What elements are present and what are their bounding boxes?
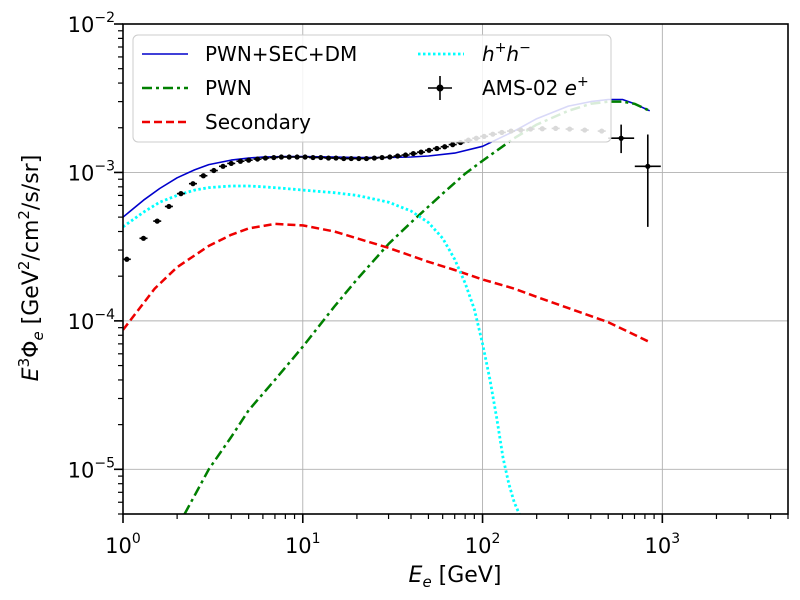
data-point	[450, 142, 456, 148]
data-point	[190, 181, 196, 187]
series-layer	[123, 98, 651, 514]
y-tick-label: 10−2	[68, 10, 115, 37]
data-point	[278, 154, 284, 160]
legend-marker	[436, 84, 444, 92]
y-tick-label: 10−3	[68, 158, 115, 185]
y-axis-label: E3Φe [GeV2/cm2/s/sr]	[15, 155, 47, 382]
data-point	[254, 156, 261, 162]
data-point	[178, 191, 184, 197]
y-tick-label: 10−4	[68, 307, 115, 334]
y-tick-labels: 10−5 10−4 10−3 10−2	[68, 10, 115, 482]
data-point	[262, 155, 269, 161]
legend-label: PWN	[205, 76, 252, 100]
data-point	[166, 203, 172, 210]
legend-label: h+h−	[482, 40, 531, 66]
data-point	[325, 155, 332, 161]
legend-entry-ams02: AMS-02 e+	[428, 74, 589, 100]
legend-entry-hplus-hminus: h+h−	[418, 40, 531, 66]
data-point	[228, 160, 234, 167]
data-point	[442, 144, 448, 150]
x-axis-label: Ee [GeV]	[409, 563, 502, 591]
legend-box	[132, 34, 612, 143]
data-point	[371, 155, 377, 161]
tick-marks	[114, 23, 789, 523]
data-point	[140, 235, 147, 241]
data-point	[395, 153, 401, 159]
data-point	[418, 149, 424, 155]
data-point	[402, 152, 409, 158]
series-line-dashed	[123, 222, 651, 344]
data-point	[154, 218, 160, 224]
legend-entry-pwn-sec-dm: PWN+SEC+DM	[142, 42, 357, 66]
data-point	[286, 154, 292, 160]
x-tick-label: 101	[285, 531, 321, 558]
data-point	[333, 155, 339, 161]
data-point	[124, 256, 130, 262]
x-tick-labels: 100 101 102 103	[105, 531, 680, 558]
data-point	[200, 173, 206, 179]
data-point	[356, 155, 362, 162]
x-tick-label: 102	[465, 531, 501, 558]
data-point	[363, 155, 370, 162]
plot-frame	[122, 23, 789, 515]
legend-entry-secondary: Secondary	[142, 110, 311, 134]
data-point	[302, 154, 308, 160]
legend-label: AMS-02 e+	[482, 74, 589, 100]
legend-entry-pwn: PWN	[142, 76, 252, 100]
legend: PWN+SEC+DM PWN Secondary h+h− AMS-02 e+	[132, 34, 612, 143]
data-point	[246, 157, 252, 163]
data-point	[220, 163, 226, 169]
data-point	[434, 145, 440, 152]
series-line-dotted	[123, 184, 521, 514]
data-point	[237, 158, 244, 164]
data-point	[426, 147, 432, 153]
data-point	[379, 154, 385, 161]
x-tick-label: 103	[645, 531, 681, 558]
y-tick-label: 10−5	[68, 455, 115, 482]
x-tick-label: 100	[105, 531, 141, 558]
legend-label: Secondary	[205, 110, 311, 134]
legend-label: PWN+SEC+DM	[205, 42, 357, 66]
series-line-dashdot	[183, 100, 651, 514]
data-point	[410, 150, 416, 157]
data-point	[348, 155, 354, 162]
data-point	[341, 155, 347, 162]
data-point	[211, 167, 217, 174]
data-point	[294, 154, 300, 160]
data-point	[387, 154, 393, 160]
data-point	[310, 154, 316, 161]
data-point	[318, 154, 324, 161]
data-point	[271, 154, 277, 161]
